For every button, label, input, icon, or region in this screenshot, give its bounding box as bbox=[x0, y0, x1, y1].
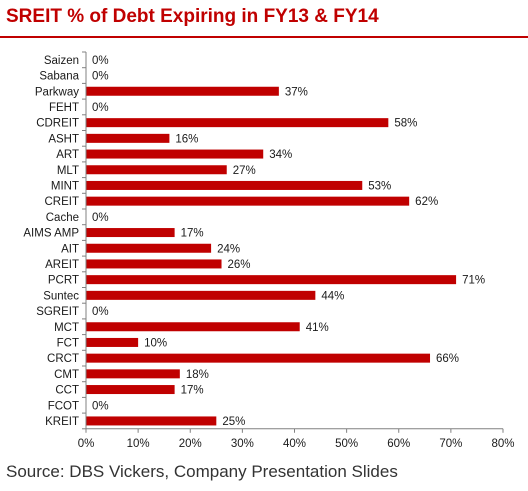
bar bbox=[86, 416, 217, 426]
data-label: 17% bbox=[181, 385, 204, 397]
source-note: Source: DBS Vickers, Company Presentatio… bbox=[6, 462, 398, 481]
bar bbox=[86, 196, 410, 206]
category-label: Saizen bbox=[44, 55, 79, 67]
axes-layer: 0% 10% 20% 30% 40% 50% 60% 70% 80% bbox=[78, 51, 515, 450]
data-label: 53% bbox=[368, 180, 391, 192]
data-label: 18% bbox=[186, 369, 209, 381]
bar bbox=[86, 322, 300, 332]
chart-title: SREIT % of Debt Expiring in FY13 & FY14 bbox=[6, 6, 379, 27]
data-label: 71% bbox=[462, 275, 485, 287]
category-label: Suntec bbox=[43, 290, 79, 302]
category-label: AIMS AMP bbox=[23, 228, 79, 240]
category-label: ASHT bbox=[48, 133, 79, 145]
x-tick-label: 40% bbox=[283, 438, 306, 450]
data-label: 34% bbox=[269, 149, 292, 161]
x-tick-label: 50% bbox=[335, 438, 358, 450]
bar bbox=[86, 337, 139, 347]
bar bbox=[86, 290, 316, 300]
data-label: 66% bbox=[436, 353, 459, 365]
x-tick-label: 20% bbox=[179, 438, 202, 450]
data-label: 37% bbox=[285, 86, 308, 98]
category-label: KREIT bbox=[45, 416, 79, 428]
data-label: 24% bbox=[217, 243, 240, 255]
category-label: CRCT bbox=[47, 353, 79, 365]
bar bbox=[86, 228, 175, 238]
x-tick-label: 30% bbox=[231, 438, 254, 450]
bar bbox=[86, 353, 431, 363]
category-label: MCT bbox=[54, 322, 79, 334]
category-label: CMT bbox=[54, 369, 79, 381]
category-label: PCRT bbox=[48, 275, 79, 287]
data-label: 0% bbox=[92, 102, 109, 114]
data-label: 16% bbox=[175, 133, 198, 145]
bar bbox=[86, 165, 227, 175]
data-label: 26% bbox=[228, 259, 251, 271]
category-label: AREIT bbox=[45, 259, 79, 271]
category-label: AIT bbox=[61, 243, 79, 255]
data-label: 0% bbox=[92, 55, 109, 67]
category-label: CREIT bbox=[45, 196, 80, 208]
data-label: 41% bbox=[306, 322, 329, 334]
data-label: 0% bbox=[92, 400, 109, 412]
data-label: 27% bbox=[233, 165, 256, 177]
x-tick-label: 10% bbox=[127, 438, 150, 450]
data-label: 10% bbox=[144, 337, 167, 349]
bar bbox=[86, 149, 264, 159]
category-label: Parkway bbox=[35, 86, 79, 98]
bar bbox=[86, 243, 212, 253]
category-label: FCOT bbox=[48, 400, 79, 412]
category-label: Cache bbox=[46, 212, 79, 224]
bar bbox=[86, 118, 389, 128]
category-label: ART bbox=[56, 149, 79, 161]
data-label: 58% bbox=[394, 118, 417, 130]
category-label: MLT bbox=[57, 165, 79, 177]
category-label: MINT bbox=[51, 180, 79, 192]
bar bbox=[86, 385, 175, 395]
data-label: 0% bbox=[92, 212, 109, 224]
bar bbox=[86, 86, 279, 96]
bar-chart: Saizen Sabana Parkway FEHT CDREIT ASHT ART MLT M… bbox=[23, 51, 515, 450]
x-tick-label: 0% bbox=[78, 438, 95, 450]
data-labels-layer: 0% 0% 37% 0% 58% 16% 34% 27% 53% 62% 0% 17% 24% 26% 71… bbox=[92, 55, 485, 428]
category-label: CDREIT bbox=[36, 118, 79, 130]
category-label: CCT bbox=[55, 385, 79, 397]
bars-layer bbox=[86, 86, 457, 426]
bar bbox=[86, 133, 170, 143]
data-label: 0% bbox=[92, 71, 109, 83]
category-label: FEHT bbox=[49, 102, 79, 114]
data-label: 62% bbox=[415, 196, 438, 208]
bar bbox=[86, 369, 180, 379]
category-label: FCT bbox=[57, 337, 79, 349]
bar bbox=[86, 275, 457, 285]
bar bbox=[86, 180, 363, 190]
data-label: 17% bbox=[181, 228, 204, 240]
data-label: 25% bbox=[222, 416, 245, 428]
x-tick-label: 60% bbox=[387, 438, 410, 450]
data-label: 0% bbox=[92, 306, 109, 318]
data-label: 44% bbox=[321, 290, 344, 302]
title-underline bbox=[0, 36, 528, 38]
category-labels-layer: Saizen Sabana Parkway FEHT CDREIT ASHT ART MLT M… bbox=[23, 55, 79, 428]
category-label: SGREIT bbox=[36, 306, 79, 318]
bar bbox=[86, 259, 222, 269]
x-tick-label: 80% bbox=[491, 438, 514, 450]
x-tick-label: 70% bbox=[439, 438, 462, 450]
category-label: Sabana bbox=[39, 71, 79, 83]
